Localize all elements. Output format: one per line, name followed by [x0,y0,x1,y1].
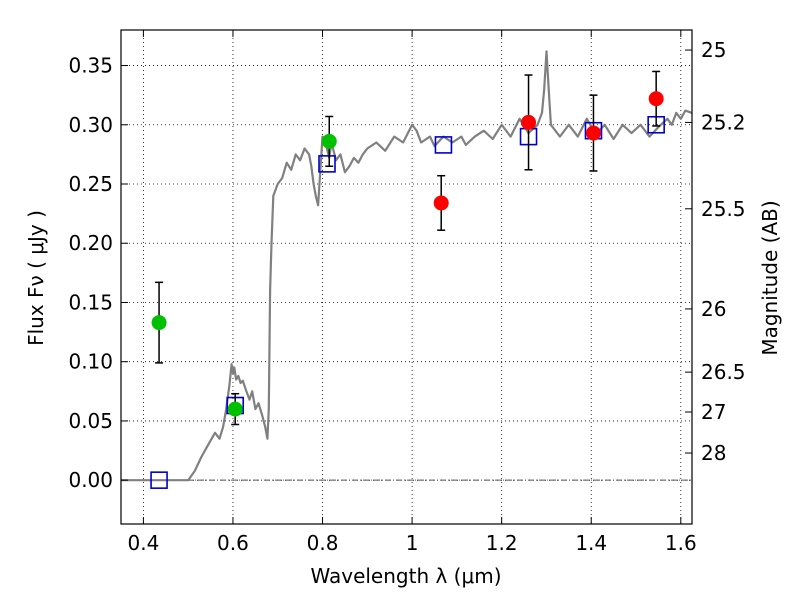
plot-frame [120,29,693,525]
x-axis-ticks: 0.4 0.6 0.8 1 1.2 1.4 1.6 [127,30,697,555]
data-point-red [521,114,537,130]
x-axis-label: Wavelength λ (μm) [310,564,501,588]
y-tick-label: 0.30 [68,113,113,137]
y-axis-ticks: 0.00 0.05 0.10 0.15 0.20 0.25 0.30 0.35 [68,54,128,492]
magnitude-tick-label: 25.2 [701,110,746,134]
grid-lines [121,30,692,524]
plot-border [120,29,693,525]
magnitude-tick-label: 25 [701,38,726,62]
y-tick-label: 0.20 [68,231,113,255]
magnitude-axis-ticks: 25 25.2 25.5 26 26.5 27 28 [685,38,746,465]
magnitude-tick-label: 27 [701,400,726,424]
x-tick-label: 1.4 [575,531,607,555]
data-point-red [433,195,449,211]
data-point-green [227,401,243,417]
x-tick-label: 0.4 [127,531,159,555]
model-flux-box [318,155,336,173]
model-flux-boxes [150,115,665,489]
model-spectrum [121,50,693,482]
data-point-green [151,315,167,331]
y-tick-label: 0.15 [68,290,113,314]
x-tick-label: 0.8 [307,531,339,555]
x-tick-label: 1.6 [665,531,697,555]
x-tick-label: 0.6 [217,531,249,555]
x-tick-label: 1.2 [486,531,518,555]
y-tick-label: 0.10 [68,350,113,374]
data-point-red [585,125,601,141]
y-tick-label: 0.05 [68,409,113,433]
data-point-red [648,91,664,107]
magnitude-tick-label: 26.5 [701,360,746,384]
observed-points [151,91,664,417]
model-flux-box [434,136,453,154]
spectrum-line [121,50,693,482]
magnitude-tick-label: 25.5 [701,197,746,221]
y-tick-label: 0.25 [68,172,113,196]
y-axis-label: Flux Fν ( μJy ) [24,210,48,346]
x-tick-label: 1 [406,531,419,555]
magnitude-tick-label: 28 [701,441,726,465]
magnitude-tick-label: 26 [701,297,726,321]
y-tick-label: 0.35 [68,54,113,78]
data-point-green [321,133,337,149]
y-tick-label: 0.00 [68,468,113,492]
model-flux-box [150,471,168,489]
magnitude-axis-label: Magnitude (AB) [758,200,782,355]
